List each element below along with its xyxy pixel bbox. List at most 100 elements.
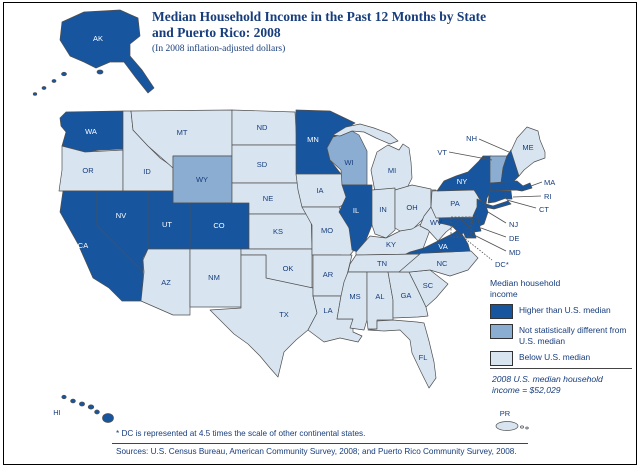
state-label-OR: OR — [82, 166, 94, 175]
state-label-PA: PA — [450, 199, 459, 208]
state-label-AL: AL — [375, 292, 384, 301]
state-label-DC: DC* — [495, 260, 509, 269]
state-DC — [452, 218, 470, 236]
state-label-ND: ND — [257, 123, 268, 132]
state-label-AR: AR — [323, 270, 334, 279]
state-label-MO: MO — [321, 226, 333, 235]
state-label-NE: NE — [263, 194, 273, 203]
leader-DE — [480, 227, 507, 238]
state-label-VT: VT — [437, 148, 447, 157]
state-label-MD: MD — [509, 248, 521, 257]
state-label-WV: WV — [430, 218, 442, 227]
state-label-GA: GA — [401, 291, 412, 300]
title-block: Median Household Income in the Past 12 M… — [152, 9, 622, 54]
state-label-CA: CA — [78, 241, 88, 250]
title-line1: Median Household Income in the Past 12 M… — [152, 9, 487, 24]
figure-frame — [3, 2, 637, 465]
state-label-CO: CO — [213, 221, 224, 230]
state-label-KS: KS — [273, 227, 283, 236]
subtitle: (In 2008 inflation-adjusted dollars) — [152, 43, 286, 54]
state-label-NH: NH — [466, 134, 477, 143]
leader-DC — [462, 236, 493, 261]
leader-CT — [506, 199, 537, 209]
state-label-NY: NY — [457, 177, 467, 186]
legend-title: Median household income — [490, 278, 561, 299]
state-label-ID: ID — [143, 167, 151, 176]
state-label-OK: OK — [283, 264, 294, 273]
state-label-IN: IN — [379, 205, 387, 214]
state-ME — [510, 126, 546, 177]
state-OH — [394, 184, 432, 232]
state-label-MI: MI — [388, 166, 396, 175]
state-label-DE: DE — [509, 234, 519, 243]
state-label-CT: CT — [539, 205, 549, 214]
state-WA — [59, 110, 124, 153]
legend-label-below: Below U.S. median — [519, 352, 591, 363]
legend-swatch-not-different — [490, 324, 513, 340]
legend-item-not-different: Not statistically different from U.S. me… — [490, 324, 638, 346]
state-label-LA: LA — [323, 306, 332, 315]
state-label-AZ: AZ — [161, 278, 171, 287]
state-label-OH: OH — [406, 203, 417, 212]
state-label-UT: UT — [162, 220, 172, 229]
state-label-IL: IL — [353, 206, 359, 215]
state-label-ME: ME — [522, 143, 533, 152]
state-label-WI: WI — [344, 158, 353, 167]
legend: Median household income Higher than U.S.… — [490, 278, 638, 371]
title-line2: and Puerto Rico: 2008 — [152, 24, 281, 40]
state-label-MS: MS — [349, 292, 360, 301]
leader-MD — [471, 233, 507, 252]
state-label-VA: VA — [438, 242, 447, 251]
state-label-MN: MN — [307, 135, 319, 144]
state-PR — [495, 421, 529, 431]
legend-swatch-below — [490, 351, 513, 367]
state-label-IA: IA — [316, 186, 323, 195]
state-label-WA: WA — [85, 127, 97, 136]
legend-separator — [490, 368, 632, 369]
legend-item-higher: Higher than U.S. median — [490, 304, 638, 320]
state-label-SC: SC — [423, 281, 434, 290]
state-label-KY: KY — [386, 240, 396, 249]
state-label-TN: TN — [377, 259, 387, 268]
state-label-NV: NV — [116, 211, 126, 220]
dc-callout-box — [450, 216, 472, 238]
sources-line: Sources: U.S. Census Bureau, American Co… — [116, 447, 517, 456]
state-CA — [59, 190, 144, 302]
state-HI — [61, 394, 114, 423]
bottom-separator — [112, 443, 528, 444]
state-label-RI: RI — [544, 192, 552, 201]
legend-swatch-higher — [490, 304, 513, 320]
state-NC — [398, 250, 479, 277]
state-label-NM: NM — [208, 273, 220, 282]
page-title: Median Household Income in the Past 12 M… — [152, 9, 622, 41]
state-label-WY: WY — [196, 175, 208, 184]
leader-MA — [530, 181, 543, 187]
state-label-MT: MT — [177, 128, 188, 137]
state-MA — [489, 180, 533, 192]
state-label-MA: MA — [544, 178, 555, 187]
dc-footnote: * DC is represented at 4.5 times the sca… — [116, 429, 366, 438]
leader-VT — [448, 151, 493, 161]
state-FL — [367, 319, 437, 389]
state-MI — [332, 123, 413, 193]
leader-NJ — [487, 211, 507, 224]
legend-label-not-different: Not statistically different from U.S. me… — [519, 325, 627, 346]
state-TX — [209, 254, 318, 378]
state-AK — [32, 9, 155, 96]
state-label-TX: TX — [279, 310, 289, 319]
state-label-NC: NC — [437, 259, 448, 268]
legend-item-below: Below U.S. median — [490, 351, 638, 367]
state-label-FL: FL — [419, 353, 428, 362]
us-median-note: 2008 U.S. median household income = $52,… — [492, 374, 603, 396]
legend-label-higher: Higher than U.S. median — [519, 305, 611, 316]
state-label-HI: HI — [53, 408, 61, 417]
state-label-AK: AK — [93, 34, 103, 43]
state-label-SD: SD — [257, 160, 268, 169]
leader-RI — [512, 195, 542, 198]
leader-NH — [478, 138, 510, 153]
state-CT — [487, 190, 507, 204]
state-label-PR: PR — [500, 409, 511, 418]
state-label-NJ: NJ — [509, 220, 518, 229]
